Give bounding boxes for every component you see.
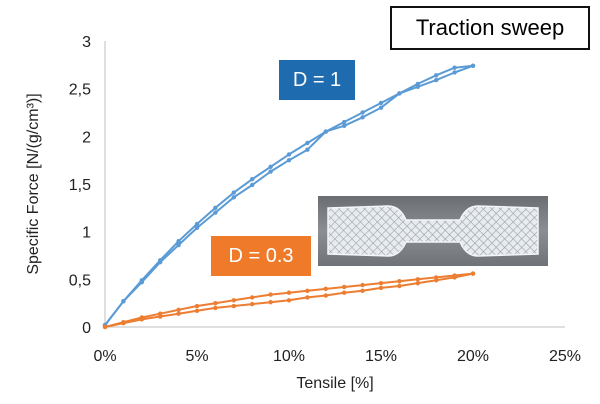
data-point [415, 277, 420, 282]
data-point [397, 91, 402, 96]
y-tick-label: 0,5 [69, 272, 91, 289]
data-point [378, 105, 384, 110]
series-d03 [102, 271, 476, 330]
data-point [121, 299, 126, 304]
y-tick-labels: 0 0,5 1 1,5 2 2,5 3 [69, 34, 91, 337]
data-point [305, 288, 310, 293]
data-point [286, 152, 292, 157]
data-point [397, 279, 402, 284]
chart-title: Traction sweep [390, 6, 590, 50]
data-point [342, 123, 347, 129]
data-point [158, 314, 163, 319]
data-point [323, 286, 328, 292]
x-axis-title: Tensile [%] [296, 375, 373, 392]
data-point [452, 65, 457, 70]
data-point [176, 239, 181, 244]
data-point [176, 242, 181, 248]
data-point [231, 303, 236, 309]
x-tick-label: 25% [549, 348, 581, 365]
data-point [452, 70, 457, 75]
data-point [434, 278, 439, 283]
data-point [323, 293, 328, 298]
data-point [286, 290, 292, 295]
data-point [176, 311, 181, 316]
data-point [250, 177, 255, 182]
data-point [452, 275, 457, 280]
data-point [305, 140, 310, 146]
data-point [342, 284, 347, 290]
data-point [194, 225, 200, 231]
data-point [158, 259, 163, 265]
x-tick-label: 15% [365, 348, 397, 365]
data-point [268, 164, 273, 170]
data-point [250, 301, 255, 307]
data-point [268, 300, 273, 305]
series-label-d1: D = 1 [279, 60, 355, 100]
y-tick-label: 2 [82, 129, 91, 146]
data-point [194, 308, 200, 313]
data-point [286, 157, 292, 163]
series-layer [102, 63, 476, 330]
data-point [470, 63, 476, 68]
data-point [121, 320, 126, 326]
data-point [250, 182, 255, 188]
x-tick-labels: 0% 5% 10% 15% 20% 25% [93, 348, 581, 365]
data-point [250, 295, 255, 300]
data-point [378, 280, 384, 286]
y-tick-label: 1 [82, 225, 91, 242]
data-point [139, 317, 144, 322]
y-tick-label: 3 [82, 34, 91, 51]
lattice-dogbone-icon [327, 205, 539, 257]
data-point [305, 295, 310, 300]
data-point [213, 305, 218, 311]
data-point [378, 100, 384, 106]
data-point [378, 285, 384, 291]
data-point [194, 221, 200, 227]
data-point [231, 195, 236, 200]
data-point [434, 73, 439, 78]
data-point [415, 280, 420, 286]
data-point [397, 283, 402, 289]
data-point [231, 298, 236, 303]
data-point [268, 292, 273, 297]
data-point [102, 324, 108, 330]
x-tick-label: 0% [93, 348, 116, 365]
data-point [360, 282, 365, 288]
data-point [323, 129, 328, 134]
data-point [213, 210, 218, 215]
data-point [470, 271, 476, 276]
y-tick-label: 1,5 [69, 177, 91, 194]
x-tick-label: 10% [273, 348, 305, 365]
data-point [213, 205, 218, 211]
y-tick-label: 0 [82, 320, 91, 337]
x-tick-label: 20% [457, 348, 489, 365]
data-point [231, 190, 236, 195]
data-point [360, 288, 365, 293]
series-label-d03: D = 0.3 [211, 236, 311, 276]
specimen-photo [318, 196, 548, 266]
data-point [139, 279, 144, 285]
data-point [415, 84, 420, 89]
data-point [305, 147, 310, 152]
data-point [434, 77, 439, 83]
data-point [194, 303, 200, 309]
data-point [342, 290, 347, 295]
data-point [342, 119, 347, 125]
series-d1 [102, 63, 476, 328]
data-point [360, 115, 365, 120]
y-axis-title: Specific Force [N/(g/cm³)] [25, 93, 42, 274]
data-point [268, 169, 273, 174]
x-tick-label: 5% [185, 348, 208, 365]
data-point [360, 110, 365, 115]
data-point [213, 300, 218, 306]
data-point [176, 307, 181, 313]
data-point [286, 298, 292, 303]
y-tick-label: 2,5 [69, 82, 91, 99]
